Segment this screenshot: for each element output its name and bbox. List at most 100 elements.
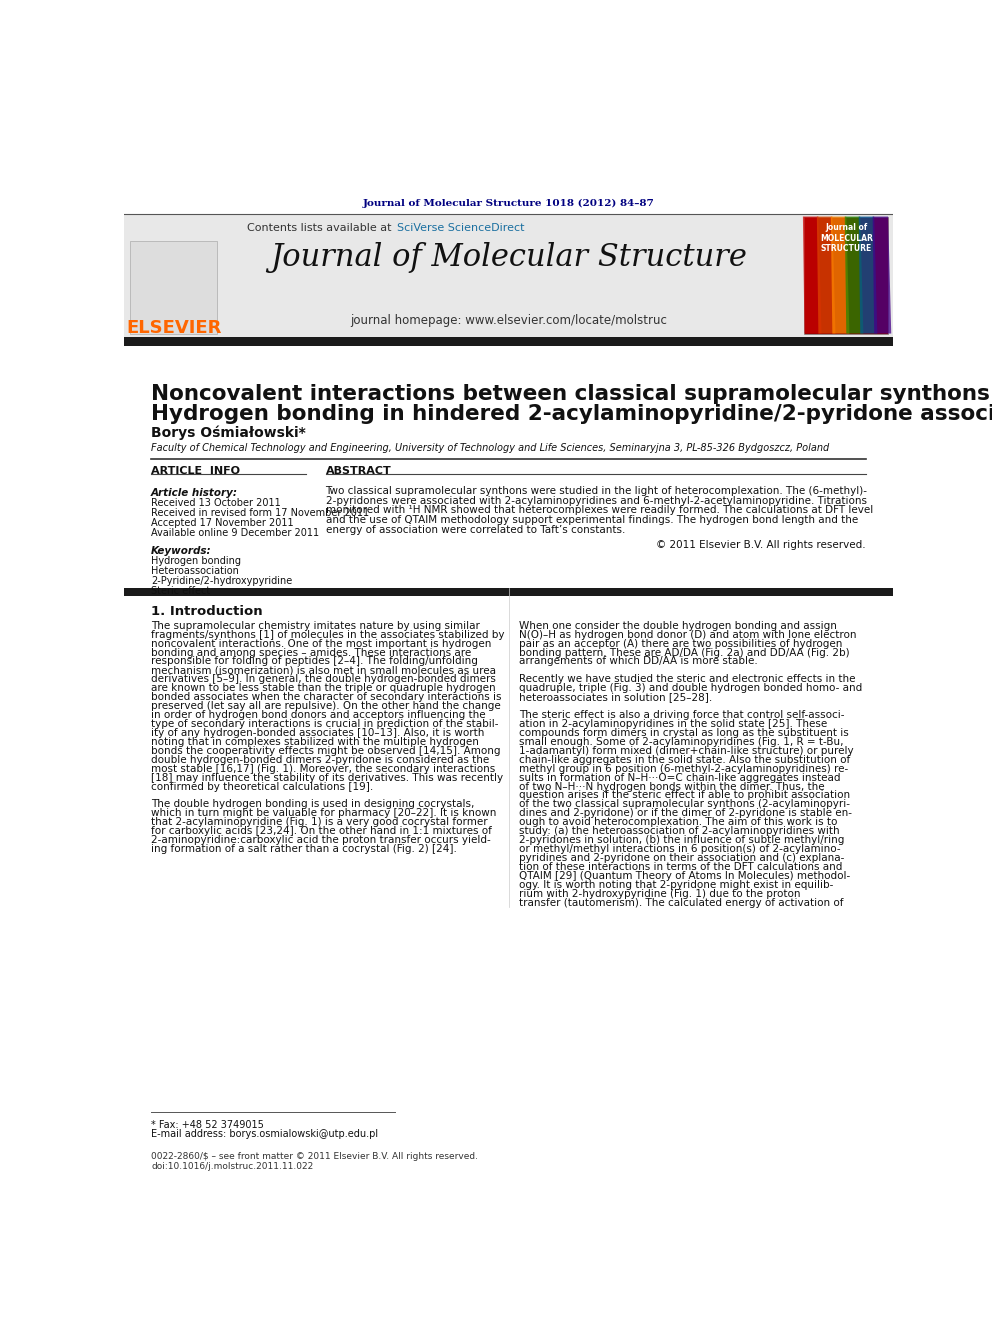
- Text: double hydrogen-bonded dimers 2-pyridone is considered as the: double hydrogen-bonded dimers 2-pyridone…: [151, 754, 489, 765]
- Text: ing formation of a salt rather than a cocrystal (Fig. 2) [24].: ing formation of a salt rather than a co…: [151, 844, 457, 855]
- Text: Borys Ośmiałowski*: Borys Ośmiałowski*: [151, 426, 306, 441]
- Text: E-mail address: borys.osmialowski@utp.edu.pl: E-mail address: borys.osmialowski@utp.ed…: [151, 1129, 378, 1139]
- Text: noting that in complexes stabilized with the multiple hydrogen: noting that in complexes stabilized with…: [151, 737, 479, 747]
- Text: QTAIM [29] (Quantum Theory of Atoms In Molecules) methodol-: QTAIM [29] (Quantum Theory of Atoms In M…: [519, 871, 850, 881]
- Text: compounds form dimers in crystal as long as the substituent is: compounds form dimers in crystal as long…: [519, 728, 849, 738]
- Text: of the two classical supramolecular synthons (2-acylaminopyri-: of the two classical supramolecular synt…: [519, 799, 850, 810]
- Text: The supramolecular chemistry imitates nature by using similar: The supramolecular chemistry imitates na…: [151, 620, 480, 631]
- Text: bonding and among species – amides. These interactions are: bonding and among species – amides. Thes…: [151, 647, 471, 658]
- Bar: [805, 217, 888, 333]
- Text: Heteroassociation: Heteroassociation: [151, 566, 239, 576]
- Text: Journal of
MOLECULAR
STRUCTURE: Journal of MOLECULAR STRUCTURE: [819, 224, 873, 253]
- Text: Hydrogen bonding in hindered 2-acylaminopyridine/2-pyridone associates: Hydrogen bonding in hindered 2-acylamino…: [151, 405, 992, 425]
- Text: Recently we have studied the steric and electronic effects in the: Recently we have studied the steric and …: [519, 675, 856, 684]
- Text: Article history:: Article history:: [151, 488, 238, 499]
- Text: small enough. Some of 2-acylaminopyridines (Fig. 1, R = t-Bu,: small enough. Some of 2-acylaminopyridin…: [519, 737, 844, 747]
- Bar: [124, 214, 893, 337]
- Text: ation in 2-acylaminopyridines in the solid state [25]. These: ation in 2-acylaminopyridines in the sol…: [519, 718, 827, 729]
- Text: When one consider the double hydrogen bonding and assign: When one consider the double hydrogen bo…: [519, 620, 837, 631]
- Bar: [130, 241, 217, 333]
- Text: Steric effect: Steric effect: [151, 586, 210, 597]
- Text: Journal of Molecular Structure 1018 (2012) 84–87: Journal of Molecular Structure 1018 (201…: [362, 198, 655, 208]
- Text: noncovalent interactions. One of the most important is hydrogen: noncovalent interactions. One of the mos…: [151, 639, 491, 648]
- Text: Accepted 17 November 2011: Accepted 17 November 2011: [151, 519, 294, 528]
- Polygon shape: [845, 217, 863, 333]
- Text: Hydrogen bonding: Hydrogen bonding: [151, 556, 241, 566]
- Text: quadruple, triple (Fig. 3) and double hydrogen bonded homo- and: quadruple, triple (Fig. 3) and double hy…: [519, 683, 862, 693]
- Text: are known to be less stable than the triple or quadruple hydrogen: are known to be less stable than the tri…: [151, 683, 496, 693]
- Text: sults in formation of N–H···O=C chain-like aggregates instead: sults in formation of N–H···O=C chain-li…: [519, 773, 841, 783]
- Polygon shape: [873, 217, 891, 333]
- Text: 2-Pyridine/2-hydroxypyridine: 2-Pyridine/2-hydroxypyridine: [151, 576, 293, 586]
- Text: confirmed by theoretical calculations [19].: confirmed by theoretical calculations [1…: [151, 782, 373, 791]
- Text: question arises if the steric effect if able to prohibit association: question arises if the steric effect if …: [519, 790, 850, 800]
- Text: and the use of QTAIM methodology support experimental findings. The hydrogen bon: and the use of QTAIM methodology support…: [325, 515, 858, 525]
- Text: tion of these interactions in terms of the DFT calculations and: tion of these interactions in terms of t…: [519, 861, 842, 872]
- Text: 2-pyridones were associated with 2-acylaminopyridines and 6-methyl-2-acetylamino: 2-pyridones were associated with 2-acyla…: [325, 496, 866, 505]
- Text: bonds the cooperativity effects might be observed [14,15]. Among: bonds the cooperativity effects might be…: [151, 746, 501, 755]
- Text: Available online 9 December 2011: Available online 9 December 2011: [151, 528, 319, 538]
- Text: doi:10.1016/j.molstruc.2011.11.022: doi:10.1016/j.molstruc.2011.11.022: [151, 1162, 313, 1171]
- Text: heteroassociates in solution [25–28].: heteroassociates in solution [25–28].: [519, 692, 712, 703]
- Text: bonded associates when the character of secondary interactions is: bonded associates when the character of …: [151, 692, 502, 703]
- Text: The double hydrogen bonding is used in designing cocrystals,: The double hydrogen bonding is used in d…: [151, 799, 474, 810]
- Text: derivatives [5–9]. In general, the double hydrogen-bonded dimers: derivatives [5–9]. In general, the doubl…: [151, 675, 496, 684]
- Text: * Fax: +48 52 3749015: * Fax: +48 52 3749015: [151, 1119, 264, 1130]
- Text: The steric effect is also a driving force that control self-associ-: The steric effect is also a driving forc…: [519, 710, 845, 720]
- Text: which in turn might be valuable for pharmacy [20–22]. It is known: which in turn might be valuable for phar…: [151, 808, 497, 819]
- Text: Contents lists available at: Contents lists available at: [247, 224, 395, 233]
- Text: Journal of Molecular Structure: Journal of Molecular Structure: [270, 242, 747, 273]
- Text: rium with 2-hydroxypyridine (Fig. 1) due to the proton: rium with 2-hydroxypyridine (Fig. 1) due…: [519, 889, 801, 898]
- Text: [18] may influence the stability of its derivatives. This was recently: [18] may influence the stability of its …: [151, 773, 503, 783]
- Text: pair as an acceptor (A) there are two possibilities of hydrogen: pair as an acceptor (A) there are two po…: [519, 639, 842, 648]
- Text: 0022-2860/$ – see front matter © 2011 Elsevier B.V. All rights reserved.: 0022-2860/$ – see front matter © 2011 El…: [151, 1152, 478, 1162]
- Text: 1-adamantyl) form mixed (dimer+chain-like structure) or purely: 1-adamantyl) form mixed (dimer+chain-lik…: [519, 746, 854, 755]
- Text: energy of association were correlated to Taft’s constants.: energy of association were correlated to…: [325, 524, 625, 534]
- Polygon shape: [816, 217, 835, 333]
- Text: ity of any hydrogen-bonded associates [10–13]. Also, it is worth: ity of any hydrogen-bonded associates [1…: [151, 728, 484, 738]
- Polygon shape: [859, 217, 877, 333]
- Text: chain-like aggregates in the solid state. Also the substitution of: chain-like aggregates in the solid state…: [519, 754, 850, 765]
- Text: Faculty of Chemical Technology and Engineering, University of Technology and Lif: Faculty of Chemical Technology and Engin…: [151, 442, 829, 452]
- Text: dines and 2-pyridone) or if the dimer of 2-pyridone is stable en-: dines and 2-pyridone) or if the dimer of…: [519, 808, 852, 819]
- Bar: [124, 337, 893, 345]
- Text: Received in revised form 17 November 2011: Received in revised form 17 November 201…: [151, 508, 369, 519]
- Text: responsible for folding of peptides [2–4]. The folding/unfolding: responsible for folding of peptides [2–4…: [151, 656, 478, 667]
- Polygon shape: [803, 217, 821, 333]
- Text: for carboxylic acids [23,24]. On the other hand in 1:1 mixtures of: for carboxylic acids [23,24]. On the oth…: [151, 826, 492, 836]
- Text: most stable [16,17] (Fig. 1). Moreover, the secondary interactions: most stable [16,17] (Fig. 1). Moreover, …: [151, 763, 495, 774]
- Text: monitored with ¹H NMR showed that heterocomplexes were readily formed. The calcu: monitored with ¹H NMR showed that hetero…: [325, 505, 873, 515]
- Text: of two N–H···N hydrogen bonds within the dimer. Thus, the: of two N–H···N hydrogen bonds within the…: [519, 782, 825, 791]
- Text: Keywords:: Keywords:: [151, 546, 211, 556]
- Text: that 2-acylaminopyridine (Fig. 1) is a very good cocrystal former: that 2-acylaminopyridine (Fig. 1) is a v…: [151, 818, 488, 827]
- Text: Two classical supramolecular synthons were studied in the light of heterocomplex: Two classical supramolecular synthons we…: [325, 486, 867, 496]
- Text: © 2011 Elsevier B.V. All rights reserved.: © 2011 Elsevier B.V. All rights reserved…: [656, 540, 866, 550]
- Text: 1. Introduction: 1. Introduction: [151, 606, 263, 618]
- Text: 2-pyridones in solution, (b) the influence of subtle methyl/ring: 2-pyridones in solution, (b) the influen…: [519, 835, 844, 845]
- Text: study: (a) the heteroassociation of 2-acylaminopyridines with: study: (a) the heteroassociation of 2-ac…: [519, 826, 840, 836]
- Text: methyl group in 6 position (6-methyl-2-acylaminopyridines) re-: methyl group in 6 position (6-methyl-2-a…: [519, 763, 848, 774]
- Text: ELSEVIER: ELSEVIER: [126, 319, 221, 337]
- Text: pyridines and 2-pyridone on their association and (c) explana-: pyridines and 2-pyridone on their associ…: [519, 853, 844, 863]
- Text: ABSTRACT: ABSTRACT: [325, 466, 391, 475]
- Polygon shape: [831, 217, 849, 333]
- Text: ARTICLE  INFO: ARTICLE INFO: [151, 466, 240, 475]
- Text: journal homepage: www.elsevier.com/locate/molstruc: journal homepage: www.elsevier.com/locat…: [350, 314, 667, 327]
- Text: ogy. It is worth noting that 2-pyridone might exist in equilib-: ogy. It is worth noting that 2-pyridone …: [519, 880, 833, 890]
- Text: mechanism (isomerization) is also met in small molecules as urea: mechanism (isomerization) is also met in…: [151, 665, 496, 676]
- Text: SciVerse ScienceDirect: SciVerse ScienceDirect: [397, 224, 525, 233]
- Text: bonding pattern. These are AD/DA (Fig. 2a) and DD/AA (Fig. 2b): bonding pattern. These are AD/DA (Fig. 2…: [519, 647, 850, 658]
- Text: arrangements of which DD/AA is more stable.: arrangements of which DD/AA is more stab…: [519, 656, 758, 667]
- Text: Noncovalent interactions between classical supramolecular synthons in solution:: Noncovalent interactions between classic…: [151, 384, 992, 404]
- Text: fragments/synthons [1] of molecules in the associates stabilized by: fragments/synthons [1] of molecules in t…: [151, 630, 505, 640]
- Text: type of secondary interactions is crucial in prediction of the stabil-: type of secondary interactions is crucia…: [151, 718, 499, 729]
- Text: or methyl/methyl interactions in 6 position(s) of 2-acylamino-: or methyl/methyl interactions in 6 posit…: [519, 844, 841, 855]
- Text: 2-aminopyridine:carboxylic acid the proton transfer occurs yield-: 2-aminopyridine:carboxylic acid the prot…: [151, 835, 491, 845]
- Text: in order of hydrogen bond donors and acceptors influencing the: in order of hydrogen bond donors and acc…: [151, 710, 486, 720]
- Text: Received 13 October 2011: Received 13 October 2011: [151, 499, 281, 508]
- Text: ough to avoid heterocomplexation. The aim of this work is to: ough to avoid heterocomplexation. The ai…: [519, 818, 837, 827]
- Text: transfer (tautomerism). The calculated energy of activation of: transfer (tautomerism). The calculated e…: [519, 897, 844, 908]
- Text: N(O)–H as hydrogen bond donor (D) and atom with lone electron: N(O)–H as hydrogen bond donor (D) and at…: [519, 630, 857, 640]
- Text: preserved (let say all are repulsive). On the other hand the change: preserved (let say all are repulsive). O…: [151, 701, 501, 712]
- Bar: [124, 589, 893, 597]
